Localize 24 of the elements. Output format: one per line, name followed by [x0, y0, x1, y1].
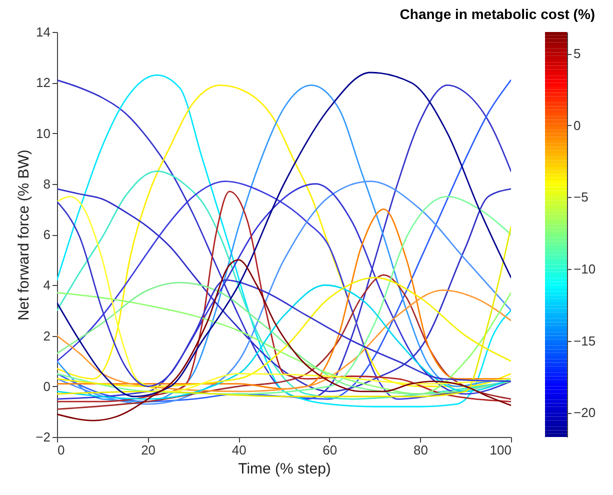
x-tick-label: 40 [232, 442, 246, 458]
y-tick-label: 6 [43, 227, 50, 242]
y-tick-label: 0 [43, 378, 50, 394]
x-tick-label: 20 [141, 442, 156, 458]
y-tick-label: 14 [36, 24, 50, 40]
y-tick-label: 2 [43, 328, 50, 344]
y-tick-label: 12 [36, 75, 50, 90]
y-tick-label: 8 [43, 176, 50, 192]
y-axis-title: Net forward force (% BW) [16, 150, 33, 320]
color-bar-label: −5 [574, 190, 588, 205]
color-bar-title: Change in metabolic cost (%) [400, 6, 596, 22]
color-bar-label: −15 [574, 333, 596, 348]
y-tick-label: 4 [43, 278, 50, 293]
y-tick-label: −2 [36, 430, 50, 444]
color-bar-label: 5 [574, 46, 581, 62]
y-tick-label: 10 [36, 126, 50, 141]
x-tick-label: 100 [490, 442, 512, 458]
color-bar-label: 0 [574, 118, 581, 133]
x-tick-label: 0 [58, 442, 65, 458]
x-axis-title: Time (% step) [238, 460, 331, 478]
color-bar-label: −20 [574, 405, 596, 420]
x-tick-label: 80 [413, 442, 428, 458]
x-tick-label: 60 [322, 442, 338, 458]
color-bar-label: −10 [574, 261, 596, 276]
